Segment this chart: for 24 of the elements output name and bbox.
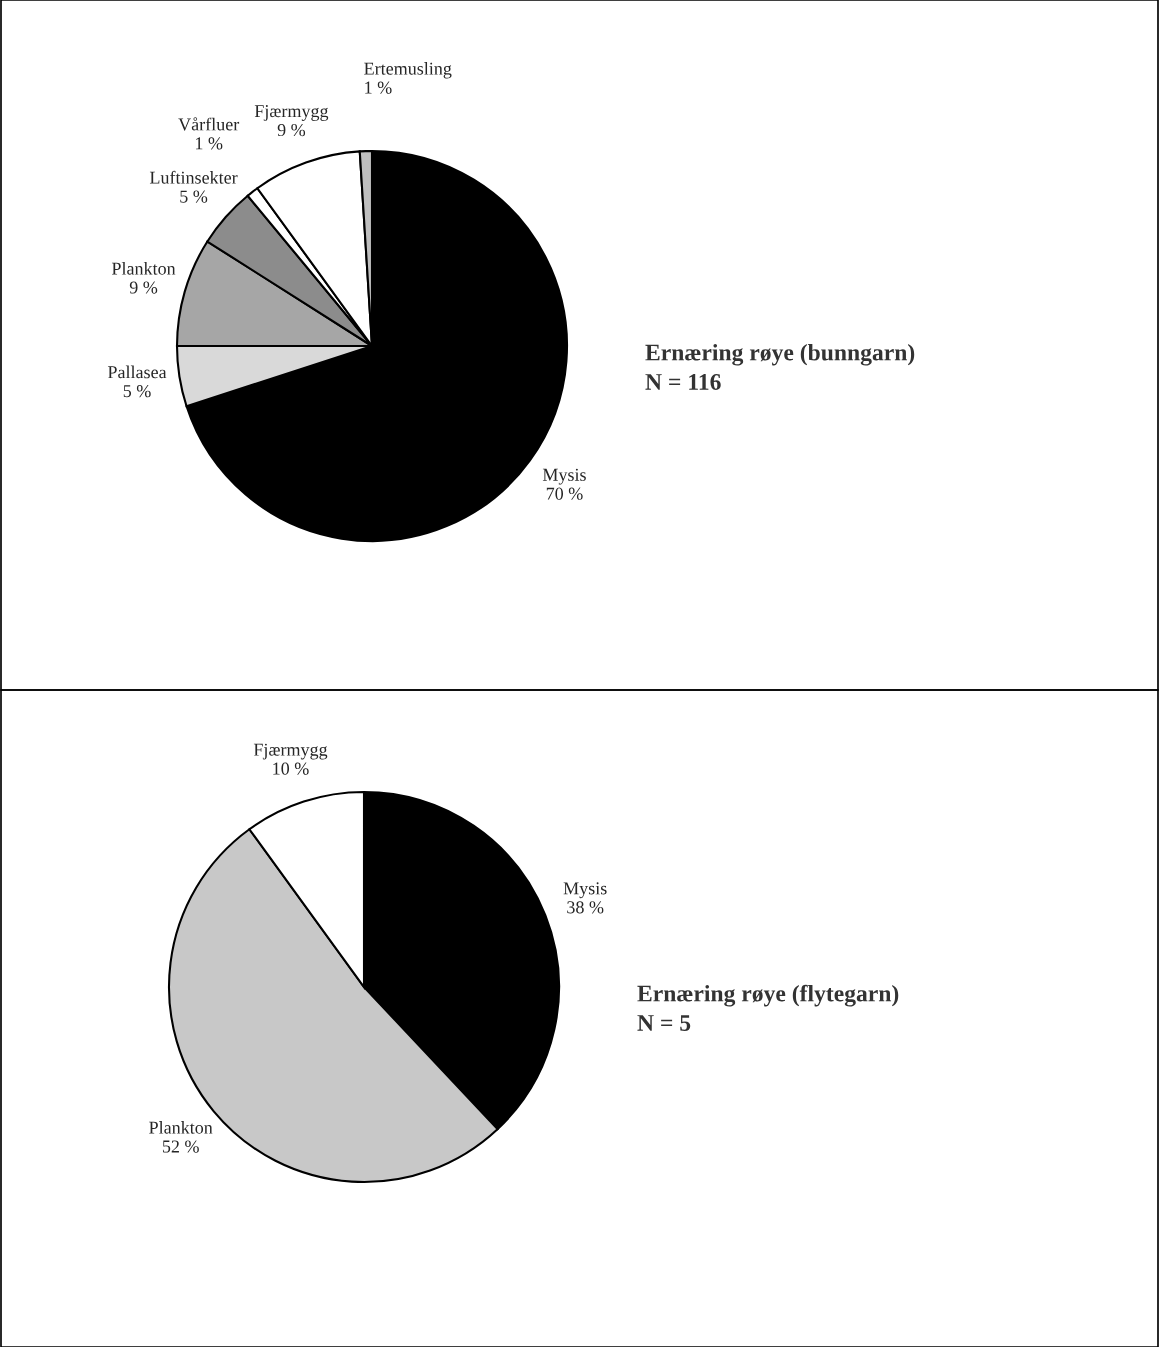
data-label: 38 % bbox=[567, 901, 604, 914]
data-label: 70 % bbox=[546, 487, 583, 500]
slice-label: Fjærmygg bbox=[253, 743, 328, 760]
slice-label: Luftinsekter bbox=[149, 170, 238, 184]
slice-label: Fjærmygg bbox=[254, 105, 329, 121]
data-label: 9 % bbox=[277, 123, 306, 137]
slice-label: Mysis bbox=[563, 882, 607, 899]
data-label: 5 % bbox=[180, 190, 208, 203]
slice-label: Ertemusling bbox=[364, 62, 452, 79]
text: N = 116 bbox=[645, 374, 721, 390]
data-label: 9 % bbox=[129, 281, 158, 294]
data-label: 1 % bbox=[365, 81, 392, 94]
data-label: 1 % bbox=[195, 137, 223, 150]
text: Ernæring røye (bunngarn) bbox=[645, 343, 915, 366]
slice-label: Plankton bbox=[149, 1121, 213, 1134]
data-label: 5 % bbox=[123, 384, 151, 398]
slice-label: Plankton bbox=[111, 262, 176, 275]
text: Ernæring røye (flytegarn) bbox=[637, 984, 899, 1007]
slice-label: Vårfluer bbox=[178, 117, 240, 131]
data-label: 52 % bbox=[162, 1140, 199, 1153]
text: N = 5 bbox=[637, 1015, 691, 1031]
data-label: 10 % bbox=[273, 762, 309, 775]
slice-label: Pallasea bbox=[107, 365, 167, 379]
slice-label: Mysis bbox=[542, 468, 586, 485]
